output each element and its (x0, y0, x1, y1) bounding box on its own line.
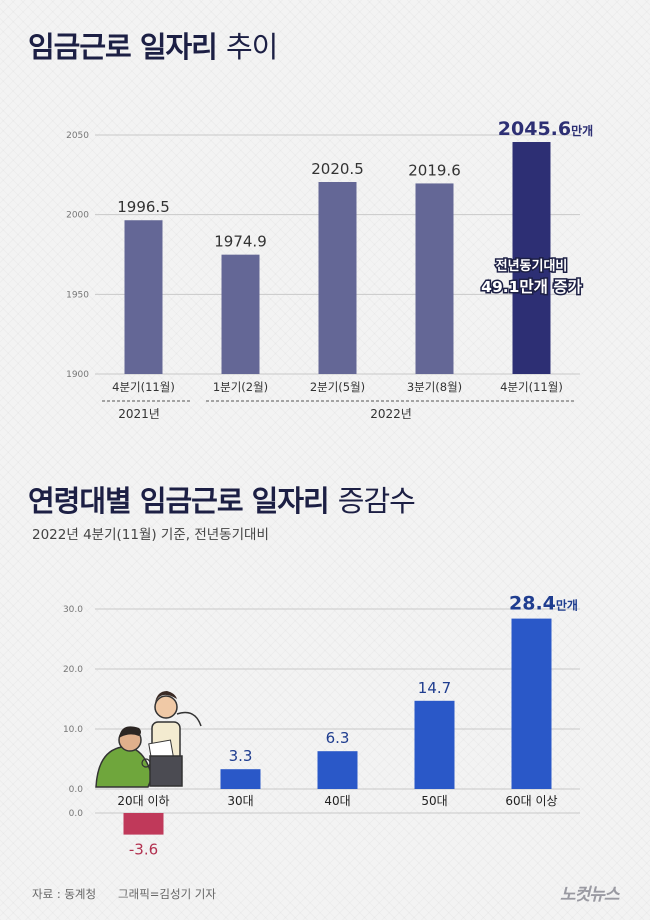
chart1-value-label: 2020.5 (311, 160, 364, 178)
chart2-title-main: 연령대별 임금근로 일자리 (28, 484, 330, 518)
chart2-ytick-label: 30.0 (63, 605, 83, 615)
chart1-value-label: 1974.9 (214, 233, 267, 251)
chart2-ytick-label: 20.0 (63, 665, 83, 675)
chart2-bar (414, 700, 455, 789)
footer: 자료 : 동계청 그래픽=김성기 기자 (32, 886, 216, 902)
chart1-ytick-label: 2050 (66, 131, 89, 141)
chart1-title: 임금근로 일자리 추이 (28, 24, 278, 66)
chart2-ytick-label: 0.0 (69, 809, 84, 819)
chart1-bar (415, 183, 454, 374)
chart1-bar (124, 220, 163, 374)
chart2-category-label: 50대 (421, 794, 447, 808)
chart1-bar (512, 142, 551, 374)
chart1-category-label: 3분기(8월) (407, 380, 462, 394)
chart1-ytick-label: 2000 (66, 211, 89, 221)
nocut-logo: 노컷뉴스 (560, 885, 620, 905)
chart2-bar-negative (123, 813, 164, 835)
chart1-bar (318, 182, 357, 374)
footer-credit: 그래픽=김성기 기자 (118, 887, 216, 901)
chart1-category-label: 2분기(5월) (310, 380, 365, 394)
chart2-value-label: 6.3 (326, 729, 350, 747)
chart1-ytick-label: 1950 (66, 290, 89, 300)
chart2-value-label: 28.4만개 (509, 593, 578, 615)
chart1-value-label: 2045.6만개 (498, 118, 593, 140)
chart1-annotation-line: 49.1만개 증가 (481, 277, 582, 296)
chart1-svg: 1900 1950 2000 2050 1996.5 4분기(11월) 1974.9 1분기(… (66, 118, 593, 421)
chart2-ytick-label: 10.0 (63, 725, 83, 735)
chart2-value-label: 3.3 (229, 747, 253, 765)
chart2-value-label: 14.7 (418, 679, 451, 697)
chart2-ytick-label: 0.0 (69, 785, 84, 795)
chart1-year-label: 2022년 (370, 407, 412, 421)
chart2-bar (317, 751, 358, 789)
chart2-category-label: 40대 (324, 794, 350, 808)
chart1-value-label: 2019.6 (408, 161, 461, 179)
chart1-annotation-line: 전년동기대비 (496, 258, 568, 274)
chart1-title-accent: 추이 (225, 30, 278, 64)
chart1-category-label: 4분기(11월) (500, 380, 563, 394)
chart1-category-label: 1분기(2월) (213, 380, 268, 394)
chart2-value-label: -3.6 (129, 841, 158, 859)
chart2-bar (511, 618, 552, 789)
chart1-bar (221, 254, 260, 374)
chart2-category-label: 60대 이상 (505, 794, 557, 808)
chart2-category-label: 30대 (227, 794, 253, 808)
chart1-value-label: 1996.5 (117, 198, 170, 216)
chart1-category-label: 4분기(11월) (112, 380, 175, 394)
footer-source: 자료 : 동계청 (32, 887, 97, 901)
chart1-title-main: 임금근로 일자리 (28, 30, 218, 64)
chart1-ytick-label: 1900 (66, 370, 89, 380)
chart2-category-label: 20대 이하 (117, 794, 169, 808)
chart1-year-label: 2021년 (118, 407, 160, 421)
chart2-title: 연령대별 임금근로 일자리 증감수 (28, 478, 416, 520)
chart2-subtitle: 2022년 4분기(11월) 기준, 전년동기대비 (32, 527, 269, 543)
chart2-bar (220, 769, 261, 789)
chart2-title-accent: 증감수 (337, 484, 416, 518)
